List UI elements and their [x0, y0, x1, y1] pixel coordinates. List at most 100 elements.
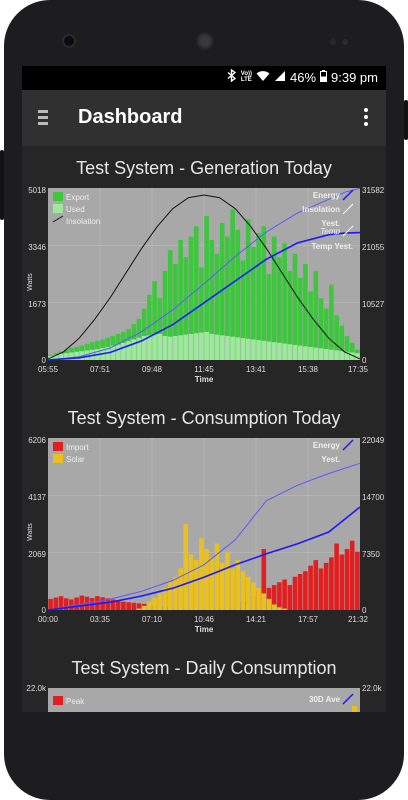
used-bar [225, 336, 230, 360]
generation-yesterday-line [47, 187, 361, 361]
proximity-sensor [330, 39, 336, 45]
export-bar [178, 240, 183, 360]
gen-ytick-left: 3346 [28, 243, 46, 252]
used-bar [173, 336, 178, 360]
export-bar [193, 226, 199, 360]
daily-chart-title: Test System - Daily Consumption [71, 658, 337, 678]
import-bar [344, 549, 350, 610]
hamburger-menu-icon[interactable] [38, 110, 58, 126]
used-bar [292, 344, 298, 360]
cons-ytick-left: 0 [42, 606, 47, 615]
solar-bar [277, 607, 282, 610]
consumption-energy-line [47, 506, 361, 611]
solar-bar [214, 543, 220, 610]
export-bar [204, 216, 209, 360]
solar-bar [141, 605, 147, 610]
export-bar [167, 250, 173, 360]
consumption-yesterday-line [47, 462, 361, 611]
gen-xtick: 05:55 [38, 365, 59, 374]
export-bar [188, 236, 194, 360]
generation-energy-line [47, 231, 361, 361]
import-bar [53, 597, 59, 610]
used-bar [121, 342, 126, 360]
legend-swatch-used [53, 204, 63, 213]
legend-label-used: Used [66, 205, 85, 214]
export-bar [339, 325, 345, 360]
import-bar [313, 560, 319, 610]
used-bar [209, 333, 215, 360]
gen-xtick: 11:45 [194, 365, 214, 374]
daily-card[interactable]: Test System - Daily Consumption 22.0k 22… [22, 646, 386, 712]
consumption-chart[interactable]: 6206 4137 2069 0 22049 14700 7350 0 00:0… [22, 432, 386, 644]
used-bar [136, 337, 142, 360]
used-bar [162, 336, 168, 360]
legend-label-solar: Solar [66, 455, 85, 464]
generation-chart-title: Test System - Generation Today [76, 158, 332, 178]
legend-swatch-30d-ave [342, 693, 354, 705]
used-bar [282, 343, 287, 360]
gen-xtick: 17:35 [348, 365, 369, 374]
daily-chart[interactable]: 22.0k 22.0k Peak 30D Ave [22, 682, 386, 712]
volte-label-1: Vo)) [240, 71, 252, 77]
used-bar [63, 353, 69, 360]
used-bar [188, 333, 194, 360]
legend-swatch-export [53, 192, 63, 201]
used-bar [245, 338, 251, 360]
used-bar [251, 339, 256, 360]
import-bar [121, 601, 126, 610]
legend-label-30d-ave: 30D Ave [309, 695, 341, 704]
export-bar [261, 226, 267, 360]
overflow-menu-icon[interactable] [360, 108, 372, 128]
export-bar [240, 260, 246, 360]
solar-bar [261, 593, 267, 610]
cons-xtick: 21:32 [348, 615, 369, 624]
gen-ytick-right: 21055 [362, 243, 385, 252]
used-bar [84, 350, 90, 360]
export-bar [287, 270, 293, 360]
solar-bar [219, 562, 225, 610]
used-bar [240, 338, 246, 360]
used-bar [204, 331, 209, 360]
used-bar [69, 352, 74, 360]
legend-swatch-insolation [52, 215, 64, 223]
export-bar [292, 253, 298, 360]
import-bar [349, 540, 355, 610]
export-bar [219, 222, 225, 360]
import-bar [126, 602, 131, 610]
cons-ytick-right: 22049 [362, 436, 385, 445]
solar-bar [225, 551, 230, 610]
legend-label-energy: Energy [313, 191, 341, 200]
bluetooth-icon [227, 68, 237, 85]
import-bar [115, 600, 121, 610]
solar-bar [209, 557, 215, 610]
used-bar [199, 332, 204, 360]
generation-chart[interactable]: 5018 3346 1673 0 31582 21055 10527 0 05:… [22, 182, 386, 394]
used-bar [157, 333, 163, 360]
used-bar [183, 334, 189, 360]
solar-bar [235, 560, 241, 610]
solar-bar [245, 576, 251, 610]
import-bar [110, 599, 116, 610]
export-bar [209, 240, 215, 360]
import-bar [308, 565, 313, 610]
legend-swatch-insolation-right [342, 203, 354, 215]
consumption-card[interactable]: Test System - Consumption Today 6206 413… [22, 396, 386, 647]
dashboard-content[interactable]: Test System - Generation Today 5018 3346… [22, 146, 386, 712]
legend-label-insolation: Insolation [66, 217, 100, 226]
legend-label-insolation-right: Insolation [302, 205, 340, 214]
used-bar [303, 346, 308, 360]
import-bar [334, 543, 339, 610]
gen-xtick: 09:48 [142, 365, 163, 374]
power-button [404, 100, 408, 140]
used-bar [235, 337, 241, 360]
used-bar [58, 353, 64, 360]
app-bar: Dashboard [22, 90, 386, 146]
import-bar [329, 557, 334, 610]
cons-ytick-right: 0 [362, 606, 367, 615]
generation-card[interactable]: Test System - Generation Today 5018 3346… [22, 146, 386, 397]
solar-bar [183, 524, 189, 610]
export-bar [251, 246, 256, 360]
solar-bar [167, 582, 173, 610]
legend-label-temp-yest: Temp Yest. [312, 242, 354, 251]
gen-ytick-left: 5018 [28, 186, 46, 195]
